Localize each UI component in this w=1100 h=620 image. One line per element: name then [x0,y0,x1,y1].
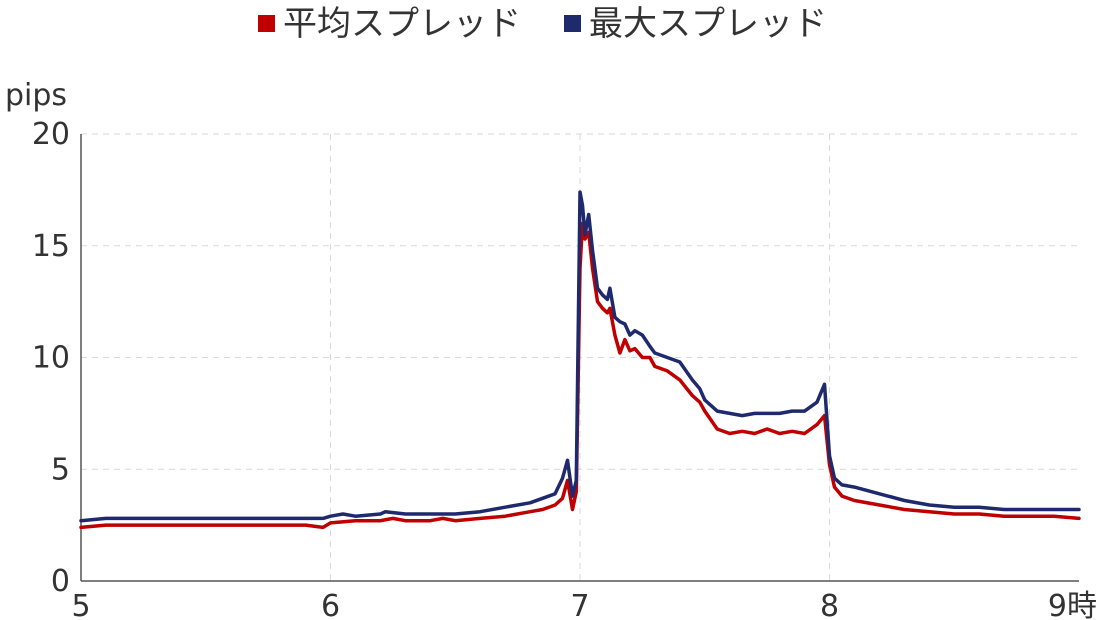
legend-label-max: 最大スプレッド [589,4,827,44]
y-axis-unit-label: pips [5,78,67,113]
y-tick-label: 5 [51,452,70,487]
series-line-average-spread [79,221,1081,530]
x-tick-labels: 5 6 7 8 9時 [71,589,1097,620]
legend-swatch-max [564,15,581,32]
legend: 平均スプレッド 最大スプレッド [258,4,827,44]
series-line-max-spread [79,190,1081,523]
y-tick-label: 10 [32,341,70,376]
y-tick-label: 0 [51,564,70,599]
x-tick-label: 5 [71,589,90,620]
y-tick-label: 15 [32,229,70,264]
y-tick-labels: 0 5 10 15 20 [32,117,70,599]
series-lines [79,190,1081,530]
legend-label-average: 平均スプレッド [283,4,521,44]
x-tick-label: 6 [321,589,340,620]
axes [80,134,1079,582]
x-tick-label: 9時 [1048,589,1097,620]
x-tick-label: 7 [570,589,589,620]
x-tick-label: 8 [820,589,839,620]
legend-swatch-average [258,15,275,32]
y-tick-label: 20 [32,117,70,152]
